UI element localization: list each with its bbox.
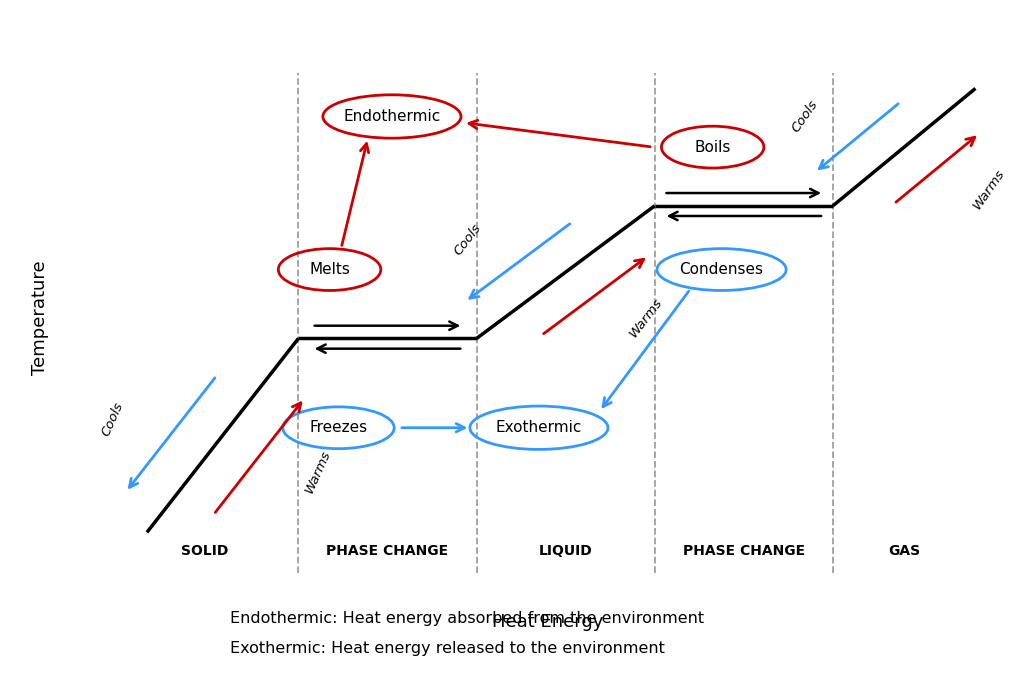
Text: Warms: Warms [302,448,333,495]
Text: Freezes: Freezes [309,420,368,435]
Text: PHASE CHANGE: PHASE CHANGE [683,544,805,558]
Text: Heat Energy: Heat Energy [493,613,603,631]
Text: Exothermic: Heat energy released to the environment: Exothermic: Heat energy released to the … [230,641,666,656]
Text: GAS: GAS [888,544,921,558]
Text: Cools: Cools [99,400,126,438]
Text: Endothermic: Heat energy absorbed from the environment: Endothermic: Heat energy absorbed from t… [230,611,705,626]
Text: Exothermic: Exothermic [496,420,582,435]
Text: SOLID: SOLID [181,544,228,558]
Text: Cools: Cools [452,222,484,258]
Text: PHASE CHANGE: PHASE CHANGE [327,544,449,558]
Text: Condenses: Condenses [680,262,764,277]
Text: Warms: Warms [971,167,1008,212]
Text: Melts: Melts [309,262,350,277]
Text: Warms: Warms [627,296,665,340]
Text: Temperature: Temperature [31,261,49,375]
Text: Boils: Boils [694,140,731,154]
Text: Cools: Cools [790,98,820,135]
Text: Endothermic: Endothermic [343,109,440,124]
Text: LIQUID: LIQUID [539,544,593,558]
